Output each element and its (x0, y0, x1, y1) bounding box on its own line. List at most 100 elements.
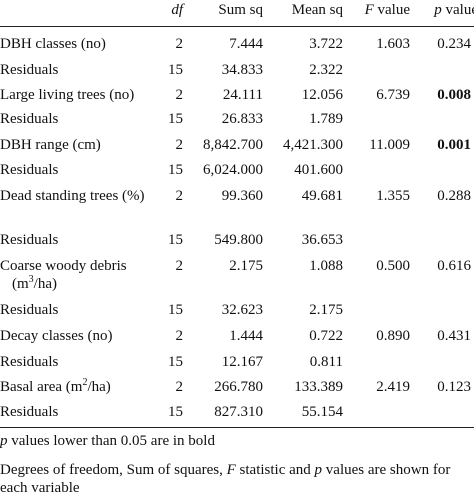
text-segment: Residuals (0, 62, 59, 78)
row-label: Decay classes (no) (0, 327, 167, 345)
cell-sum-sq: 1.444 (229, 328, 263, 344)
row-label: Residuals (0, 161, 167, 179)
cell-p: 0.616 (437, 258, 471, 274)
cell-sum-sq: 266.780 (214, 379, 263, 395)
text-segment: Basal area (m (0, 379, 83, 395)
cell-sum-sq: 7.444 (229, 36, 263, 52)
text-segment: 2 (82, 377, 88, 388)
cell-mean-sq: 49.681 (301, 188, 343, 204)
cell-mean-sq: 36.653 (301, 232, 343, 248)
cell-p: 0.234 (437, 36, 471, 52)
text-segment: Decay classes (no) (0, 328, 113, 344)
cell-mean-sq: 4,421.300 (283, 137, 343, 153)
cell-sum-sq: 6,024.000 (203, 162, 263, 178)
row-label: Residuals (0, 353, 167, 371)
text-segment: p (0, 433, 8, 449)
header-cell: Sum sq (218, 1, 263, 19)
header-cell: df (171, 1, 183, 19)
cell-sum-sq: 2.175 (229, 258, 263, 274)
cell-df: 15 (168, 354, 183, 370)
cell-sum-sq: 99.360 (221, 188, 263, 204)
text-segment: Residuals (0, 354, 59, 370)
cell-sum-sq: 32.623 (221, 302, 263, 318)
cell-df: 2 (175, 258, 184, 274)
cell-mean-sq: 3.722 (309, 36, 343, 52)
row-label: Residuals (0, 403, 167, 421)
cell-f: 0.500 (376, 258, 410, 274)
cell-mean-sq: 1.088 (309, 258, 343, 274)
text-segment: value (445, 2, 474, 18)
header-rule (0, 26, 474, 27)
text-segment: Residuals (0, 302, 59, 318)
cell-sum-sq: 34.833 (221, 62, 263, 78)
row-label: DBH classes (no) (0, 35, 167, 53)
text-segment: 3 (28, 274, 34, 285)
text-segment: p (314, 462, 323, 478)
header-cell: p value (434, 1, 474, 19)
row-label: Basal area (m2/ha) (0, 378, 167, 396)
cell-sum-sq: 26.833 (221, 111, 263, 127)
cell-mean-sq: 0.811 (309, 354, 343, 370)
text-segment: /ha) (87, 379, 111, 395)
text-segment: Residuals (0, 232, 59, 248)
text-segment: value (373, 2, 410, 18)
cell-mean-sq: 2.175 (309, 302, 343, 318)
cell-df: 2 (175, 328, 184, 344)
cell-f: 11.009 (369, 137, 410, 153)
cell-mean-sq: 1.789 (309, 111, 343, 127)
cell-mean-sq: 2.322 (309, 62, 343, 78)
cell-mean-sq: 0.722 (309, 328, 343, 344)
text-segment: Residuals (0, 404, 59, 420)
cell-mean-sq: 133.389 (294, 379, 343, 395)
row-label: DBH range (cm) (0, 136, 167, 154)
cell-df: 15 (168, 162, 183, 178)
cell-sum-sq: 827.310 (214, 404, 263, 420)
cell-df: 15 (168, 232, 183, 248)
cell-df: 2 (175, 87, 184, 103)
row-label: Coarse woody debris (m3/ha) (0, 257, 167, 293)
text-segment: Sum sq (218, 2, 263, 18)
text-segment: values lower than 0.05 are in bold (7, 433, 215, 449)
text-segment: Dead standing trees (%) (0, 188, 145, 204)
row-label: Large living trees (no) (0, 86, 167, 104)
cell-mean-sq: 55.154 (301, 404, 343, 420)
row-label: Residuals (0, 61, 167, 79)
row-label: Dead standing trees (%) (0, 187, 167, 205)
cell-df: 15 (168, 62, 183, 78)
cell-sum-sq: 549.800 (214, 232, 263, 248)
header-cell: F value (365, 1, 410, 19)
text-segment: Mean sq (291, 2, 343, 18)
cell-p: 0.001 (437, 137, 471, 153)
cell-df: 2 (175, 137, 184, 153)
text-segment: F (364, 2, 374, 18)
cell-p: 0.288 (437, 188, 471, 204)
cell-f: 1.603 (376, 36, 410, 52)
cell-df: 15 (168, 404, 183, 420)
text-segment: p (434, 2, 442, 18)
cell-sum-sq: 12.167 (221, 354, 263, 370)
header-cell: Mean sq (292, 1, 343, 19)
cell-df: 15 (168, 111, 183, 127)
cell-f: 6.739 (376, 87, 410, 103)
text-segment: values are shown for each variable (0, 462, 451, 496)
cell-mean-sq: 12.056 (301, 87, 343, 103)
text-segment: df (171, 2, 183, 18)
cell-f: 1.355 (376, 188, 410, 204)
cell-p: 0.431 (437, 328, 471, 344)
footnote: p values lower than 0.05 are in bold (0, 432, 474, 450)
cell-sum-sq: 8,842.700 (203, 137, 263, 153)
bottom-rule (0, 427, 474, 428)
row-label: Residuals (0, 301, 167, 319)
text-segment: Residuals (0, 111, 59, 127)
text-segment: DBH range (cm) (0, 137, 101, 153)
text-segment: statistic and (235, 462, 315, 478)
cell-f: 0.890 (376, 328, 410, 344)
text-segment: Residuals (0, 162, 59, 178)
text-segment: Coarse woody debris (m (0, 258, 127, 292)
cell-sum-sq: 24.111 (222, 87, 263, 103)
row-label: Residuals (0, 231, 167, 249)
cell-p: 0.123 (437, 379, 471, 395)
cell-f: 2.419 (376, 379, 410, 395)
cell-df: 15 (168, 302, 183, 318)
